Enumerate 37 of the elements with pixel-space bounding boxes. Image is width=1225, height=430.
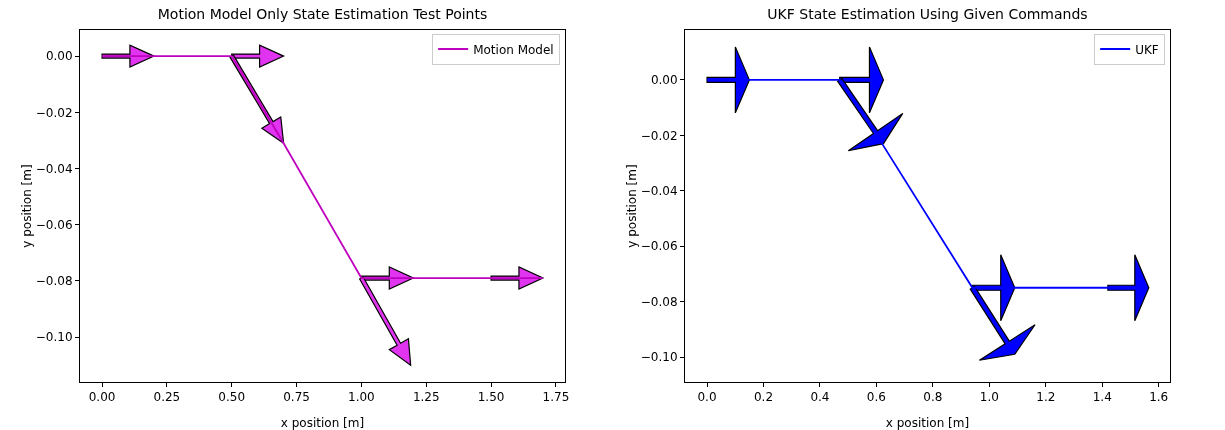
y-tick-label: −0.08	[35, 274, 73, 289]
legend-label: UKF	[1135, 42, 1159, 57]
y-tick-label: 0.00	[45, 49, 73, 64]
x-tick-label: 0.50	[218, 390, 246, 405]
y-tick-label: −0.02	[35, 105, 73, 120]
y-tick-label: −0.04	[640, 183, 678, 198]
y-tick-label: −0.06	[640, 239, 678, 254]
y-tick-label: −0.08	[640, 294, 678, 309]
y-tick-label: −0.02	[640, 128, 678, 143]
x-tick-label: 0.25	[153, 390, 181, 405]
x-tick-label: 1.2	[1036, 390, 1056, 405]
x-tick-label: 1.25	[412, 390, 440, 405]
x-tick-label: 1.75	[542, 390, 570, 405]
x-tick-label: 0.4	[810, 390, 830, 405]
x-tick-label: 1.6	[1149, 390, 1169, 405]
x-tick-label: 0.75	[283, 390, 310, 405]
chart-title: UKF State Estimation Using Given Commands	[767, 5, 1088, 22]
y-tick-label: −0.10	[35, 330, 73, 345]
x-tick-label: 0.2	[753, 390, 774, 405]
y-tick-label: −0.06	[35, 217, 73, 232]
y-tick-label: 0.00	[650, 73, 678, 88]
x-tick-label: 0.0	[697, 390, 717, 405]
x-tick-label: 1.00	[348, 390, 375, 405]
x-tick-label: 1.50	[477, 390, 505, 405]
y-axis-title: y position [m]	[624, 164, 639, 248]
x-axis-title: x position [m]	[885, 416, 970, 430]
x-tick-label: 1.4	[1092, 390, 1112, 405]
y-axis-title: y position [m]	[19, 164, 34, 248]
x-tick-label: 0.6	[866, 390, 886, 405]
x-tick-label: 0.00	[88, 390, 116, 405]
y-tick-label: −0.04	[35, 161, 73, 176]
x-tick-label: 0.8	[923, 390, 943, 405]
x-tick-label: 1.0	[979, 390, 999, 405]
y-tick-label: −0.10	[640, 350, 678, 365]
chart-title: Motion Model Only State Estimation Test Points	[157, 5, 488, 22]
legend-label: Motion Model	[473, 42, 554, 57]
x-axis-title: x position [m]	[280, 416, 365, 430]
